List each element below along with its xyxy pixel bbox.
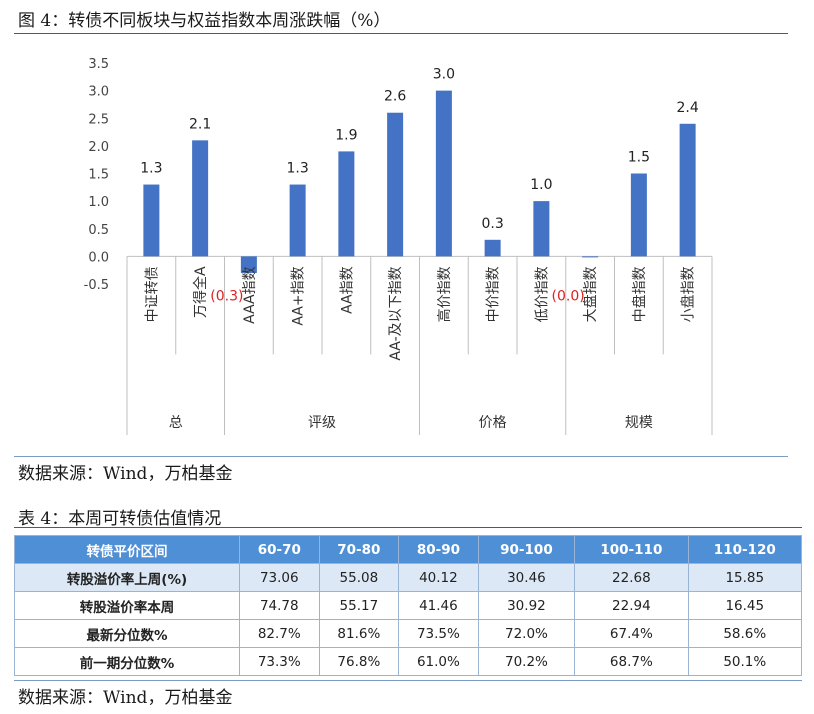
table-caption-rule <box>14 527 802 528</box>
category-label: 大盘指数 <box>582 266 599 322</box>
bar <box>143 184 160 257</box>
header-cell: 70-80 <box>318 535 400 564</box>
header-cell: 转债平价区间 <box>14 535 240 564</box>
data-label: (0.3) <box>210 288 243 304</box>
y-tick-label: 3.0 <box>88 85 109 100</box>
y-tick-label: -0.5 <box>84 278 109 293</box>
category-label: 中盘指数 <box>631 266 648 322</box>
header-cell: 110-120 <box>687 535 803 564</box>
bar <box>240 256 257 273</box>
category-label: 小盘指数 <box>680 266 697 322</box>
data-label: 1.3 <box>286 161 308 177</box>
category-label: AAA指数 <box>242 266 258 324</box>
bar <box>484 239 501 257</box>
table-cell: 15.85 <box>687 563 803 592</box>
y-tick-label: 1.0 <box>88 195 109 210</box>
figure-caption-rule <box>14 33 788 34</box>
table-cell: 73.5% <box>398 619 479 648</box>
table-cell: 41.46 <box>398 591 479 620</box>
table-cell: 73.06 <box>239 563 320 592</box>
table-cell: 50.1% <box>687 647 803 676</box>
data-label: 1.3 <box>140 161 162 177</box>
category-label: 高价指数 <box>436 266 453 322</box>
valuation-table: 转债平价区间 60-70 70-80 80-90 90-100 100-110 … <box>14 535 803 676</box>
table-cell: 16.45 <box>687 591 803 620</box>
table-cell: 82.7% <box>239 619 320 648</box>
table-cell: 76.8% <box>318 647 400 676</box>
category-label: 低价指数 <box>534 266 550 322</box>
data-label: 0.3 <box>481 216 503 232</box>
data-label: 2.4 <box>676 100 698 116</box>
bar <box>435 90 452 257</box>
table-source: 数据来源：Wind，万柏基金 <box>18 688 233 708</box>
table-cell: 55.08 <box>318 563 400 592</box>
group-label: 价格 <box>479 415 507 431</box>
data-label: 2.1 <box>189 116 211 132</box>
table-cell: 22.94 <box>574 591 689 620</box>
table-cell: 67.4% <box>574 619 689 648</box>
y-tick-label: 1.5 <box>88 168 109 183</box>
bar <box>387 112 404 257</box>
y-tick-label: 3.5 <box>88 57 109 72</box>
row-label: 最新分位数% <box>14 619 240 648</box>
category-label: 中证转债 <box>144 266 160 322</box>
table-row: 前一期分位数% 73.3% 76.8% 61.0% 70.2% 68.7% 50… <box>14 647 803 676</box>
table-cell: 30.92 <box>477 591 576 620</box>
table-cell: 61.0% <box>398 647 479 676</box>
bar <box>289 184 306 257</box>
y-tick-label: 0.5 <box>88 223 109 238</box>
category-label: AA-及以下指数 <box>388 266 404 360</box>
y-tick-label: 0.0 <box>88 250 109 265</box>
bar <box>533 201 550 257</box>
header-cell: 80-90 <box>398 535 479 564</box>
data-label: 1.5 <box>628 150 650 166</box>
bar <box>192 140 209 257</box>
category-label: AA+指数 <box>291 266 307 325</box>
table-cell: 58.6% <box>687 619 803 648</box>
data-label: 1.0 <box>530 177 552 193</box>
data-label: 2.6 <box>384 89 406 105</box>
bar <box>338 151 355 257</box>
table-row: 转股溢价率上周(%) 73.06 55.08 40.12 30.46 22.68… <box>14 563 803 592</box>
table-cell: 74.78 <box>239 591 320 620</box>
bar <box>679 123 696 257</box>
table-caption: 表 4：本周可转债估值情况 <box>18 509 222 529</box>
figure-caption: 图 4：转债不同板块与权益指数本周涨跌幅（%） <box>18 11 391 31</box>
table-cell: 81.6% <box>318 619 400 648</box>
data-label: (0.0) <box>552 288 585 304</box>
row-label: 转股溢价率本周 <box>14 591 240 620</box>
table-cell: 68.7% <box>574 647 689 676</box>
row-label: 转股溢价率上周(%) <box>14 563 240 592</box>
data-label: 1.9 <box>335 127 357 143</box>
group-label: 规模 <box>625 415 653 431</box>
header-cell: 60-70 <box>239 535 320 564</box>
table-header-row: 转债平价区间 60-70 70-80 80-90 90-100 100-110 … <box>14 535 803 564</box>
y-tick-label: 2.0 <box>88 140 109 155</box>
group-label: 评级 <box>308 415 336 431</box>
header-cell: 100-110 <box>574 535 689 564</box>
table-cell: 22.68 <box>574 563 689 592</box>
table-row: 最新分位数% 82.7% 81.6% 73.5% 72.0% 67.4% 58.… <box>14 619 803 648</box>
table-source-rule <box>14 680 802 681</box>
header-cell: 90-100 <box>477 535 576 564</box>
table-cell: 40.12 <box>398 563 479 592</box>
table-cell: 55.17 <box>318 591 400 620</box>
bar <box>630 173 647 257</box>
category-label: 中价指数 <box>486 266 502 322</box>
category-label: 万得全A <box>192 266 209 318</box>
table-cell: 70.2% <box>477 647 576 676</box>
group-label: 总 <box>169 415 183 431</box>
category-label: AA指数 <box>339 266 355 314</box>
data-label: 3.0 <box>433 67 455 83</box>
y-tick-label: 2.5 <box>88 112 109 127</box>
bar-chart: 3.5 3.0 2.5 2.0 1.5 1.0 0.5 0.0 -0.5 1.3 中证转债 2.1 万得… <box>84 57 713 435</box>
table-cell: 72.0% <box>477 619 576 648</box>
bar <box>582 256 599 258</box>
table-cell: 73.3% <box>239 647 320 676</box>
table-row: 转股溢价率本周 74.78 55.17 41.46 30.92 22.94 16… <box>14 591 803 620</box>
table-cell: 30.46 <box>477 563 576 592</box>
figure-source: 数据来源：Wind，万柏基金 <box>18 464 233 484</box>
row-label: 前一期分位数% <box>14 647 240 676</box>
figure-source-rule <box>14 456 788 457</box>
